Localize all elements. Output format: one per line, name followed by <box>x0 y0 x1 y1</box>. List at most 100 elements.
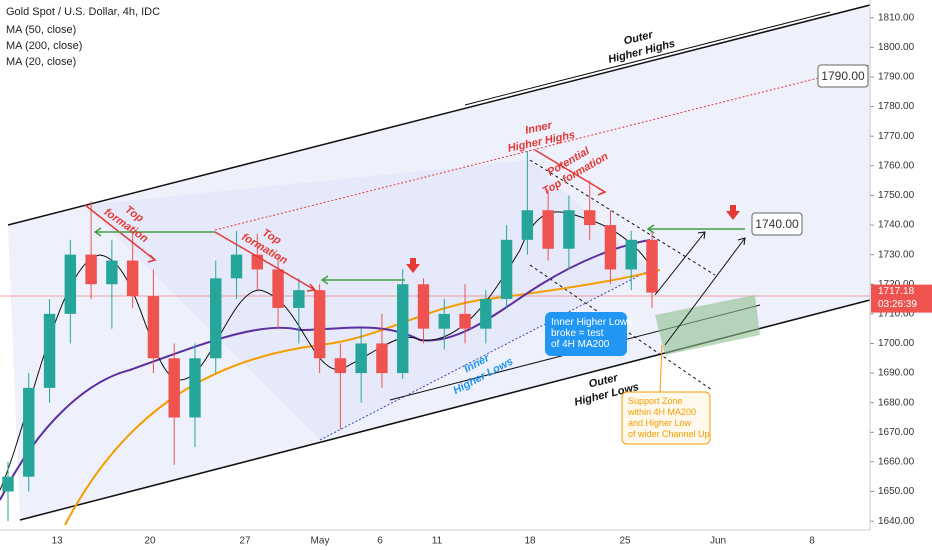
arrow-green2 <box>320 275 405 285</box>
arrow-up-1 <box>654 231 706 296</box>
y-tick-label: 1700.00 <box>878 338 915 349</box>
support-zone <box>655 295 760 355</box>
candle-body <box>500 239 513 300</box>
ma200 <box>64 269 661 526</box>
y-tick-label: 1670.00 <box>878 427 915 438</box>
y-tick-label: 1710.00 <box>878 308 915 319</box>
countdown: 03:26:39 <box>878 299 917 310</box>
x-tick-label: 13 <box>51 536 63 547</box>
candle-body <box>438 313 450 329</box>
legend-ma20: MA (20, close) <box>6 56 76 68</box>
x-tick-label: 18 <box>524 536 536 547</box>
candle-body <box>272 269 284 308</box>
x-tick-label: 27 <box>239 536 251 547</box>
arrow-green1 <box>93 227 215 237</box>
line: within 4H MA200 <box>627 407 696 417</box>
candle-body <box>126 260 139 297</box>
title: Gold Spot / U.S. Dollar, 4h, IDC <box>6 6 160 18</box>
y-tick-label: 1680.00 <box>878 397 915 408</box>
candle-body <box>313 290 326 359</box>
line: Inner <box>524 119 554 136</box>
last-price: 1717.18 <box>878 286 915 297</box>
candle-body <box>23 387 35 477</box>
target-box <box>751 212 803 236</box>
target-label: 1740.00 <box>755 217 799 231</box>
x-tick-label: May <box>311 536 330 547</box>
arrow-top2 <box>214 231 317 292</box>
candle-body <box>521 210 534 240</box>
red-dotted <box>214 64 871 231</box>
y-tick-label: 1800.00 <box>878 42 915 53</box>
y-tick-label: 1640.00 <box>878 516 915 527</box>
outer-upper <box>7 4 871 226</box>
candle-body <box>625 239 637 270</box>
x-tick-label: Jun <box>710 536 726 547</box>
candle-body <box>189 358 201 418</box>
candle-body <box>542 210 554 249</box>
y-tick-label: 1790.00 <box>878 72 915 83</box>
line: of 4H MA200 <box>551 339 610 350</box>
y-tick-label: 1720.00 <box>878 279 915 290</box>
down-arrow-2 <box>726 205 740 220</box>
arrow-potential <box>534 149 607 196</box>
candle-body <box>293 290 305 308</box>
arrow-green3 <box>646 224 745 234</box>
target-label: 1790.00 <box>821 69 865 83</box>
target-box <box>817 64 869 88</box>
candles <box>2 151 658 522</box>
line: of wider Channel Up <box>628 429 710 439</box>
candle-body <box>646 239 658 293</box>
candle-body <box>563 210 575 249</box>
candle-body <box>583 210 596 226</box>
x-tick-label: 20 <box>144 536 156 547</box>
y-tick-label: 1770.00 <box>878 131 915 142</box>
y-tick-label: 1660.00 <box>878 457 915 468</box>
y-tick-label: 1780.00 <box>878 101 915 112</box>
candle-body <box>480 299 492 329</box>
y-tick-label: 1740.00 <box>878 220 915 231</box>
x-tick-label: 8 <box>809 536 815 547</box>
candle-body <box>147 296 160 359</box>
ma50 <box>0 239 651 501</box>
support-note: Support Zone within 4H MA200 and Higher Lo… <box>627 396 710 439</box>
x-tick-label: 11 <box>432 536 443 547</box>
candle-body <box>43 313 56 388</box>
legend-ma50: MA (50, close) <box>6 24 76 36</box>
candle-body <box>85 254 97 285</box>
y-tick-label: 1650.00 <box>878 486 915 497</box>
arrow-up-2 <box>664 237 746 346</box>
support-pointer <box>659 344 663 393</box>
candle-body <box>106 260 118 285</box>
line: broke = test <box>551 328 604 339</box>
candle-body <box>230 254 243 279</box>
broke-box <box>545 312 627 356</box>
inner-channel <box>85 160 650 440</box>
candle-body <box>168 358 180 418</box>
candle-body <box>334 358 347 374</box>
legend-ma200: MA (200, close) <box>6 40 82 52</box>
candle-body <box>459 313 471 329</box>
candle-body <box>210 278 222 359</box>
line: and Higher Low <box>628 418 692 428</box>
x-tick-label: 6 <box>377 536 383 547</box>
inner-lower <box>319 269 651 441</box>
y-tick-label: 1690.00 <box>878 368 915 379</box>
x-tick-label: 25 <box>619 536 631 547</box>
line: Inner Higher Lows <box>551 317 632 328</box>
last-price-bg <box>871 284 932 313</box>
candle-body <box>355 343 367 374</box>
line: Support Zone <box>628 396 683 406</box>
y-tick-label: 1760.00 <box>878 160 915 171</box>
y-tick-label: 1730.00 <box>878 249 915 260</box>
candle-body <box>64 254 77 314</box>
y-tick-label: 1750.00 <box>878 190 915 201</box>
candle-body <box>604 225 617 270</box>
candle-body <box>251 254 264 270</box>
broke-note: Inner Higher Lows broke = test of 4H MA200 <box>551 317 632 350</box>
price-axis-bg <box>871 0 932 550</box>
candle-body <box>376 343 388 374</box>
candle-body <box>396 284 409 374</box>
dashed-top <box>529 159 716 276</box>
y-tick-label: 1810.00 <box>878 12 915 23</box>
